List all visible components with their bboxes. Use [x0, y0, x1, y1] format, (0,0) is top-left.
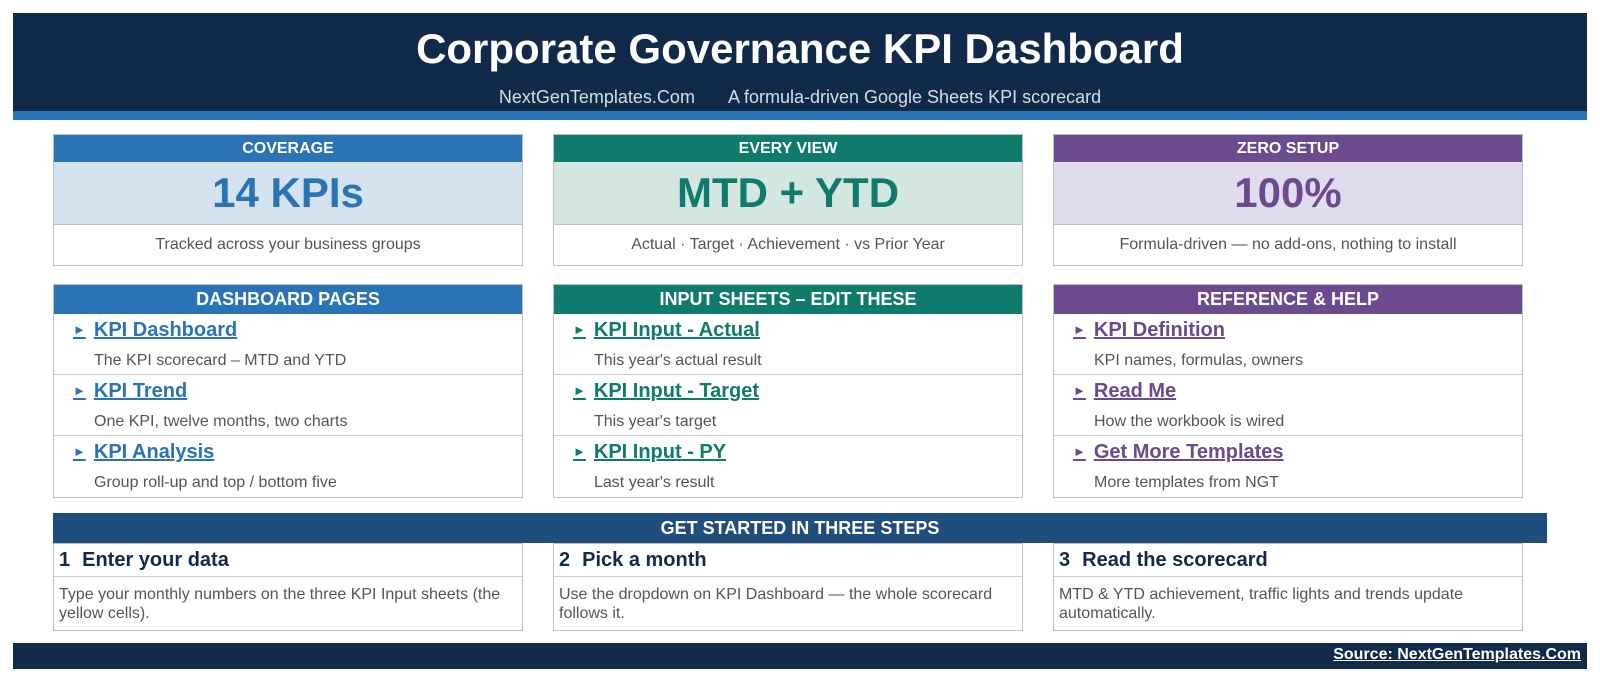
- list-item: ► Get More Templates More templates from …: [1054, 436, 1522, 497]
- panel-dashboard-pages: DASHBOARD PAGES ► KPI Dashboard The KPI s…: [53, 284, 523, 498]
- card-note: Actual · Target · Achievement · vs Prior…: [631, 236, 945, 253]
- step-description: Type your monthly numbers on the three K…: [59, 586, 501, 622]
- step-read-scorecard: 3 Read the scorecard MTD & YTD achievemen…: [1053, 543, 1523, 631]
- triangle-right-icon: ►: [573, 444, 586, 459]
- link-kpi-input-py[interactable]: ► KPI Input - PY: [573, 441, 727, 463]
- step-title: 2 Pick a month: [554, 544, 1022, 577]
- triangle-right-icon: ►: [573, 322, 586, 337]
- list-item: ► Read Me How the workbook is wired: [1054, 375, 1522, 436]
- link-description: Last year's result: [594, 474, 715, 491]
- header-accent-stripe: [13, 111, 1587, 120]
- link-read-me[interactable]: ► Read Me: [1073, 380, 1177, 402]
- step-description: MTD & YTD achievement, traffic lights an…: [1059, 586, 1464, 622]
- list-item: ► KPI Input - Actual This year's actual r…: [554, 314, 1022, 375]
- triangle-right-icon: ►: [73, 322, 86, 337]
- card-header: EVERY VIEW: [554, 135, 1022, 162]
- triangle-right-icon: ►: [573, 383, 586, 398]
- header-subtitle: NextGenTemplates.Com A formula-driven Go…: [13, 87, 1587, 108]
- link-kpi-dashboard[interactable]: ► KPI Dashboard: [73, 319, 238, 341]
- link-description: The KPI scorecard – MTD and YTD: [94, 352, 347, 369]
- card-value: MTD + YTD: [554, 162, 1022, 225]
- link-description: More templates from NGT: [1094, 474, 1279, 491]
- list-item: ► KPI Input - PY Last year's result: [554, 436, 1022, 497]
- triangle-right-icon: ►: [1073, 322, 1086, 337]
- link-description: This year's actual result: [594, 352, 762, 369]
- link-kpi-definition[interactable]: ► KPI Definition: [1073, 319, 1225, 341]
- tagline: A formula-driven Google Sheets KPI score…: [727, 87, 1102, 107]
- step-title: 3 Read the scorecard: [1054, 544, 1522, 577]
- card-value: 100%: [1054, 162, 1522, 225]
- panel-header: DASHBOARD PAGES: [54, 285, 522, 314]
- link-kpi-input-target[interactable]: ► KPI Input - Target: [573, 380, 760, 402]
- step-number: 3: [1059, 549, 1071, 571]
- card-zero-setup: ZERO SETUP 100% Formula-driven — no add-…: [1053, 134, 1523, 266]
- link-description: This year's target: [594, 413, 717, 430]
- step-pick-month: 2 Pick a month Use the dropdown on KPI Da…: [553, 543, 1023, 631]
- list-item: ► KPI Trend One KPI, twelve months, two c…: [54, 375, 522, 436]
- link-kpi-input-actual[interactable]: ► KPI Input - Actual: [573, 319, 760, 341]
- card-coverage: COVERAGE 14 KPIs Tracked across your bus…: [53, 134, 523, 266]
- card-note: Tracked across your business groups: [155, 236, 421, 253]
- step-title: 1 Enter your data: [54, 544, 522, 577]
- link-kpi-analysis[interactable]: ► KPI Analysis: [73, 441, 215, 463]
- link-description: One KPI, twelve months, two charts: [94, 413, 348, 430]
- source-link[interactable]: Source: NextGenTemplates.Com: [1333, 646, 1581, 663]
- link-kpi-trend[interactable]: ► KPI Trend: [73, 380, 188, 402]
- list-item: ► KPI Input - Target This year's target: [554, 375, 1022, 436]
- site-name: NextGenTemplates.Com: [498, 87, 695, 107]
- step-number: 2: [559, 549, 571, 571]
- card-note: Formula-driven — no add-ons, nothing to …: [1119, 236, 1457, 253]
- panel-reference-help: REFERENCE & HELP ► KPI Definition KPI nam…: [1053, 284, 1523, 498]
- steps-header: GET STARTED IN THREE STEPS: [53, 513, 1547, 543]
- link-description: How the workbook is wired: [1094, 413, 1285, 430]
- list-item: ► KPI Dashboard The KPI scorecard – MTD a…: [54, 314, 522, 375]
- card-every-view: EVERY VIEW MTD + YTD Actual · Target · A…: [553, 134, 1023, 266]
- list-item: ► KPI Analysis Group roll-up and top / bo…: [54, 436, 522, 497]
- card-header: ZERO SETUP: [1054, 135, 1522, 162]
- step-enter-data: 1 Enter your data Type your monthly numbe…: [53, 543, 523, 631]
- triangle-right-icon: ►: [73, 383, 86, 398]
- card-value: 14 KPIs: [54, 162, 522, 225]
- panel-header: INPUT SHEETS – EDIT THESE: [554, 285, 1022, 314]
- panel-input-sheets: INPUT SHEETS – EDIT THESE ► KPI Input - A…: [553, 284, 1023, 498]
- step-description: Use the dropdown on KPI Dashboard — the …: [559, 586, 993, 622]
- link-description: KPI names, formulas, owners: [1094, 352, 1303, 369]
- triangle-right-icon: ►: [1073, 444, 1086, 459]
- panel-header: REFERENCE & HELP: [1054, 285, 1522, 314]
- link-description: Group roll-up and top / bottom five: [94, 474, 337, 491]
- step-number: 1: [59, 549, 71, 571]
- link-get-more-templates[interactable]: ► Get More Templates: [1073, 441, 1284, 463]
- list-item: ► KPI Definition KPI names, formulas, own…: [1054, 314, 1522, 375]
- triangle-right-icon: ►: [1073, 383, 1086, 398]
- card-header: COVERAGE: [54, 135, 522, 162]
- footer-bar: Source: NextGenTemplates.Com: [13, 643, 1587, 669]
- page-title: Corporate Governance KPI Dashboard: [416, 25, 1184, 72]
- header-banner: Corporate Governance KPI Dashboard NextG…: [13, 13, 1587, 111]
- triangle-right-icon: ►: [73, 444, 86, 459]
